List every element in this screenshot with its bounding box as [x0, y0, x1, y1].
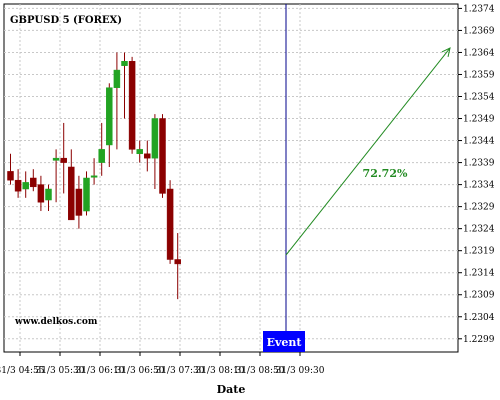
event-label: Event	[267, 336, 303, 349]
candle-body	[52, 157, 60, 161]
chart-title: GBPUSD 5 (FOREX)	[10, 15, 122, 26]
event-marker	[263, 331, 305, 352]
candle-body	[166, 188, 174, 260]
candle-body	[159, 118, 166, 194]
projection-label: 72.72%	[363, 167, 408, 180]
projection-arrowhead	[441, 47, 451, 57]
y-tick-label: 1.2354	[463, 93, 495, 103]
y-tick-label: 1.2339	[463, 159, 495, 169]
candle-body	[144, 153, 151, 159]
y-tick-label: 1.2374	[463, 4, 495, 14]
plot-frame	[3, 3, 459, 353]
candle-body	[128, 61, 136, 150]
candle-body	[136, 149, 143, 155]
x-tick-label: 31/3 06:50	[115, 366, 164, 376]
y-tick-label: 1.2319	[463, 247, 495, 257]
candle-body	[7, 171, 14, 181]
y-tick-label: 1.2299	[463, 335, 495, 345]
y-tick-label: 1.2304	[463, 313, 495, 323]
projection-arrow-line	[285, 47, 451, 256]
candle-body	[121, 61, 128, 66]
y-tick-label: 1.2334	[463, 181, 495, 191]
candle-body	[75, 188, 83, 216]
grid-lines	[4, 4, 458, 352]
candle-body	[68, 166, 75, 221]
y-tick-label: 1.2324	[463, 225, 495, 235]
y-axis-ticks: 1.2374 1.2369 1.2364 1.2359 1.2354 1.2349 1.23…	[458, 4, 495, 345]
x-tick-label: 31/3 05:30	[35, 366, 84, 376]
y-tick-label: 1.2359	[463, 70, 495, 80]
x-axis-label: Date	[217, 383, 246, 396]
y-tick-label: 1.2369	[463, 26, 495, 36]
y-tick-label: 1.2349	[463, 115, 495, 125]
candle-body	[151, 118, 159, 159]
event-group: Event	[263, 4, 305, 352]
candles-group	[7, 52, 181, 300]
watermark: www.delkos.com	[14, 317, 98, 327]
candle-body	[83, 177, 90, 212]
projection-group: 72.72%	[285, 47, 451, 256]
x-tick-label: 31/3 08:10	[195, 366, 244, 376]
candle-body	[174, 259, 181, 265]
x-tick-label: 31/3 06:10	[75, 366, 124, 376]
candle-body	[14, 179, 22, 192]
candle-body	[22, 182, 29, 190]
x-tick-label: 31/3 07:30	[155, 366, 204, 376]
x-tick-label: 31/3 04:55	[0, 366, 45, 376]
x-tick-label: 31/3 09:30	[275, 366, 324, 376]
candle-body	[106, 87, 113, 146]
candle-body	[98, 149, 105, 163]
candle-body	[90, 175, 98, 178]
candle-body	[113, 69, 121, 88]
candle-body	[30, 177, 37, 188]
y-tick-label: 1.2344	[463, 137, 495, 147]
x-tick-label: 31/3 08:50	[235, 366, 284, 376]
y-tick-label: 1.2329	[463, 203, 495, 213]
candle-body	[45, 188, 52, 201]
y-tick-label: 1.2364	[463, 48, 495, 58]
candle-body	[37, 184, 45, 203]
candle-body	[60, 157, 67, 163]
y-tick-label: 1.2314	[463, 269, 495, 279]
y-tick-label: 1.2309	[463, 291, 495, 301]
